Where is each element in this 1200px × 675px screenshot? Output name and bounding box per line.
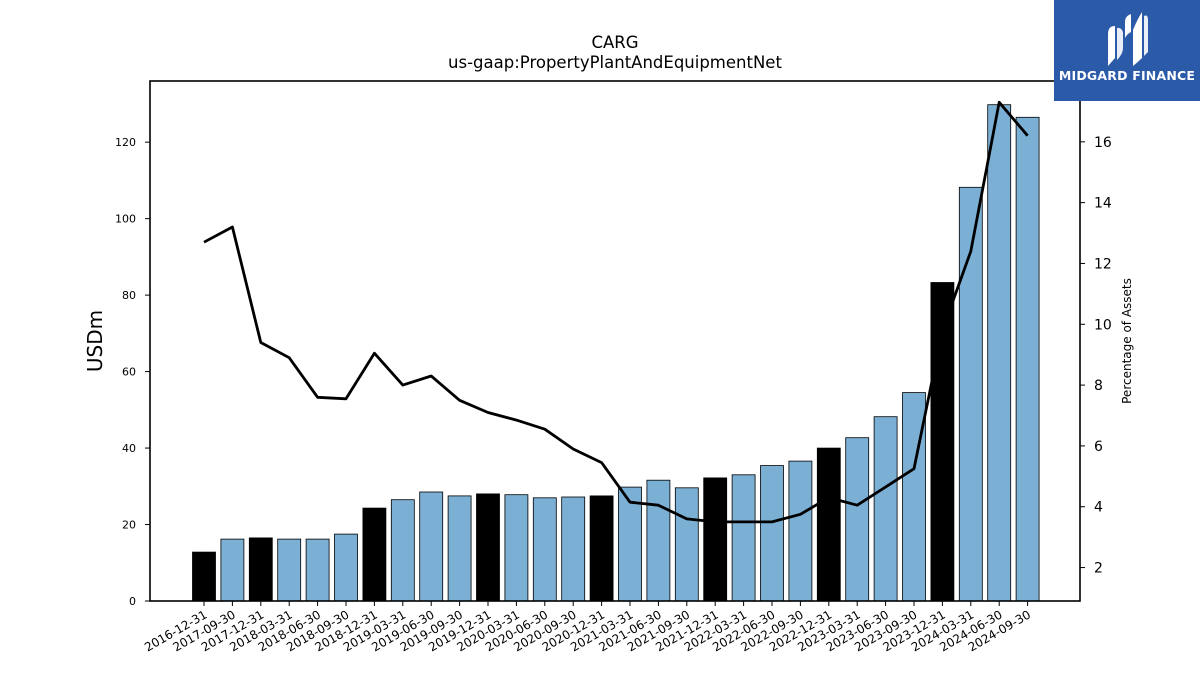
plot-frame (149, 80, 1081, 602)
bar-2020-06-30 (532, 497, 557, 602)
y2-tick-label: 10 (1094, 317, 1112, 333)
percentage-of-assets-line (203, 100, 1029, 524)
bar-series (192, 104, 1040, 602)
brand-name: MIDGARD FINANCE (1058, 68, 1196, 83)
y-tick-label: 100 (115, 213, 136, 226)
bar-2022-06-30 (760, 465, 784, 602)
bar-2020-12-31 (589, 495, 614, 602)
y2-tick-label: 2 (1094, 561, 1103, 577)
bar-2017-12-31 (248, 537, 273, 602)
bar-2016-12-31 (192, 551, 216, 602)
y-tick-label: 40 (122, 442, 136, 455)
line-series (203, 100, 1029, 524)
bar-2021-12-31 (703, 477, 728, 602)
y2-tick-label: 8 (1094, 378, 1103, 394)
y-axis-label: USDm (83, 310, 107, 372)
bar-2018-03-31 (277, 538, 302, 602)
bar-2023-03-31 (845, 437, 870, 602)
y-tick-label: 120 (115, 136, 136, 149)
bar-2018-09-30 (334, 533, 358, 602)
chart-subtitle: us-gaap:PropertyPlantAndEquipmentNet (448, 53, 782, 72)
x-axis-ticks: 2016-12-312017-09-302017-12-312018-03-31… (142, 601, 1033, 654)
y2-axis-label: Percentage of Assets (1120, 278, 1134, 404)
bar-2019-06-30 (419, 491, 444, 602)
bar-2022-12-31 (816, 447, 841, 602)
brand-mark-icon (1108, 12, 1148, 66)
y2-tick-label: 12 (1094, 256, 1112, 272)
y2-tick-label: 4 (1094, 500, 1103, 516)
y-tick-label: 0 (129, 595, 136, 608)
bar-2018-12-31 (362, 507, 387, 602)
bar-2021-06-30 (646, 479, 671, 602)
bar-2023-06-30 (873, 416, 898, 602)
bar-2017-09-30 (220, 538, 245, 602)
bar-2019-12-31 (476, 493, 500, 602)
bar-2024-09-30 (1015, 116, 1040, 602)
bar-2019-09-30 (447, 495, 472, 602)
y-tick-label: 60 (122, 366, 136, 379)
bar-2018-06-30 (305, 538, 330, 602)
bar-2019-03-31 (390, 499, 415, 602)
bar-2020-09-30 (561, 496, 586, 602)
y2-tick-label: 16 (1094, 135, 1112, 151)
y2-tick-label: 14 (1094, 196, 1112, 212)
bar-2024-06-30 (987, 104, 1012, 602)
brand-logo: MIDGARD FINANCE (1054, 0, 1200, 101)
y-axis-ticks: 0 20 40 60 80 100 120 (115, 136, 150, 608)
chart-title: CARG (591, 33, 638, 52)
bar-2020-03-31 (504, 494, 529, 602)
y2-tick-label: 6 (1094, 439, 1103, 455)
bar-2022-09-30 (788, 460, 813, 602)
y2-axis-ticks: 2 4 6 8 10 12 14 16 (1080, 135, 1112, 577)
bar-2021-09-30 (674, 487, 699, 602)
y-tick-label: 20 (122, 519, 136, 532)
y-tick-label: 80 (122, 289, 136, 302)
bar-2022-03-31 (731, 474, 756, 602)
